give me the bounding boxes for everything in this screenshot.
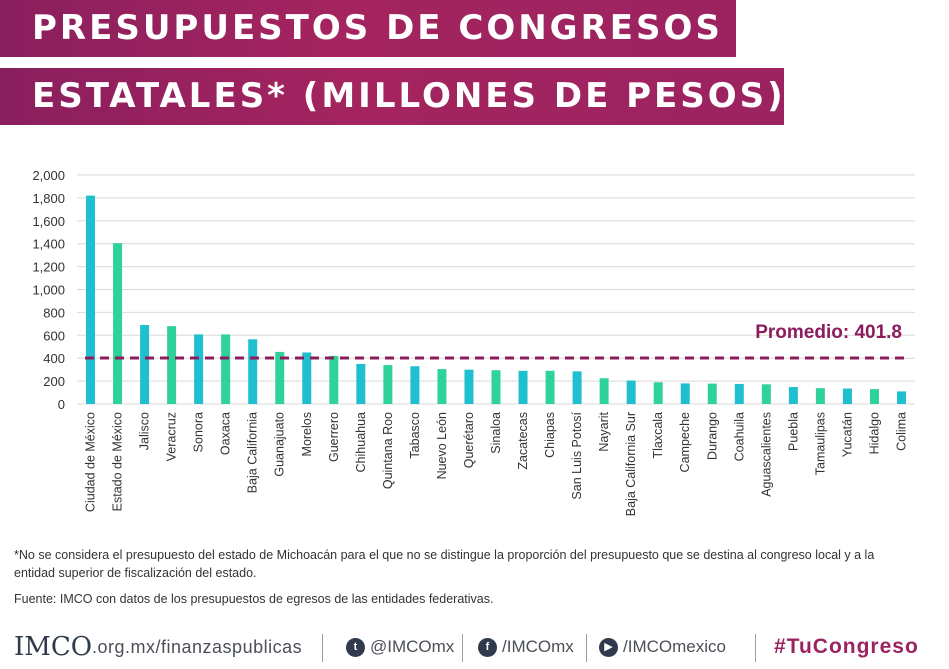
bar xyxy=(383,365,393,404)
twitter-link[interactable]: t @IMCOmx xyxy=(346,637,454,657)
bar xyxy=(275,351,285,404)
x-tick-label: Zacatecas xyxy=(516,412,530,470)
x-tick-label: Quintana Roo xyxy=(381,412,395,489)
bar xyxy=(707,383,717,404)
y-tick-label: 200 xyxy=(43,374,65,389)
x-tick-label: San Luis Potosí xyxy=(570,411,584,499)
footer-divider xyxy=(462,634,463,662)
footer-divider xyxy=(755,634,756,662)
x-tick-label: Chiapas xyxy=(543,412,557,458)
imco-logo: IMCO xyxy=(14,632,93,662)
y-tick-label: 1,200 xyxy=(32,260,65,275)
x-tick-label: Tamaulipas xyxy=(813,412,827,475)
bar xyxy=(140,324,150,404)
footnote-source: Fuente: IMCO con datos de los presupuest… xyxy=(14,592,494,606)
bar xyxy=(113,243,123,404)
bar xyxy=(248,339,258,404)
bar xyxy=(653,382,663,404)
y-tick-label: 1,800 xyxy=(32,191,65,206)
bar xyxy=(815,388,825,404)
bar xyxy=(869,389,879,404)
x-tick-label: Oaxaca xyxy=(219,412,233,455)
average-label: Promedio: 401.8 xyxy=(755,322,902,343)
x-tick-label: Morelos xyxy=(300,412,314,456)
bar xyxy=(221,334,231,404)
bar xyxy=(545,370,555,404)
footer-divider xyxy=(586,634,587,662)
bar xyxy=(842,388,852,404)
bar xyxy=(410,366,420,404)
bar xyxy=(626,380,636,404)
bar xyxy=(167,326,177,404)
facebook-icon: f xyxy=(478,637,497,657)
x-tick-label: Tabasco xyxy=(408,412,422,459)
website-link[interactable]: .org.mx/finanzaspublicas xyxy=(92,637,303,657)
facebook-handle: /IMCOmx xyxy=(502,637,574,656)
footnote-note: *No se considera el presupuesto del esta… xyxy=(14,548,875,580)
y-tick-label: 1,600 xyxy=(32,214,65,229)
x-tick-label: Nuevo León xyxy=(435,412,449,479)
x-tick-label: Chihuahua xyxy=(354,412,368,473)
facebook-link[interactable]: f /IMCOmx xyxy=(478,637,574,657)
x-tick-label: Tlaxcala xyxy=(651,412,665,459)
y-tick-label: 600 xyxy=(43,328,65,343)
youtube-icon: ▶ xyxy=(599,637,618,657)
bar xyxy=(356,363,366,404)
twitter-icon: t xyxy=(346,637,365,657)
x-tick-label: Baja California Sur xyxy=(624,412,638,516)
bar xyxy=(518,370,528,404)
footer-divider xyxy=(322,634,323,662)
x-tick-label: Veracruz xyxy=(165,412,179,461)
bar xyxy=(302,352,312,404)
x-tick-label: Querétaro xyxy=(462,412,476,468)
twitter-handle: @IMCOmx xyxy=(370,637,455,656)
bar xyxy=(437,369,447,404)
x-tick-label: Guanajuato xyxy=(273,412,287,477)
bar xyxy=(491,370,501,404)
x-tick-label: Jalisco xyxy=(138,412,152,450)
x-tick-label: Colima xyxy=(894,412,908,451)
bar xyxy=(599,378,609,404)
x-tick-label: Nayarit xyxy=(597,411,611,451)
youtube-link[interactable]: ▶ /IMCOmexico xyxy=(599,637,726,657)
title-line-2: ESTATALES* (MILLONES DE PESOS) xyxy=(0,68,784,125)
footer-bar: IMCO .org.mx/finanzaspublicas t @IMCOmx … xyxy=(0,628,949,668)
x-tick-label: Guerrero xyxy=(327,412,341,462)
bar xyxy=(329,355,339,404)
x-tick-label: Sinaloa xyxy=(489,412,503,454)
x-tick-label: Coahuila xyxy=(732,412,746,461)
x-tick-label: Sonora xyxy=(192,412,206,452)
x-tick-label: Ciudad de México xyxy=(84,412,98,512)
x-tick-label: Estado de México xyxy=(111,412,125,511)
youtube-handle: /IMCOmexico xyxy=(623,637,726,656)
bar xyxy=(734,383,744,404)
x-tick-label: Campeche xyxy=(678,412,692,472)
hashtag[interactable]: #TuCongreso xyxy=(774,635,919,658)
bar xyxy=(761,384,771,404)
bar xyxy=(194,334,204,404)
bar xyxy=(464,369,474,404)
x-tick-label: Yucatán xyxy=(840,412,854,457)
title-line-1: PRESUPUESTOS DE CONGRESOS xyxy=(0,0,736,57)
bar-chart: 0 200 400 600 800 1,000 1,200 1,400 1,600 1,800 2,… xyxy=(32,168,915,516)
y-tick-label: 400 xyxy=(43,351,65,366)
x-tick-label: Aguascalientes xyxy=(759,412,773,497)
bar xyxy=(572,371,582,404)
y-tick-label: 2,000 xyxy=(32,168,65,183)
bar xyxy=(788,387,798,404)
bar xyxy=(680,383,690,404)
x-tick-label: Durango xyxy=(705,412,719,460)
x-tick-label: Baja California xyxy=(246,412,260,493)
bar xyxy=(86,195,96,404)
x-tick-label: Puebla xyxy=(786,412,800,451)
y-tick-label: 1,000 xyxy=(32,283,65,298)
y-tick-label: 1,400 xyxy=(32,237,65,252)
bar xyxy=(896,391,906,404)
x-tick-label: Hidalgo xyxy=(867,412,881,454)
y-tick-label: 800 xyxy=(43,305,65,320)
y-tick-label: 0 xyxy=(58,397,65,412)
